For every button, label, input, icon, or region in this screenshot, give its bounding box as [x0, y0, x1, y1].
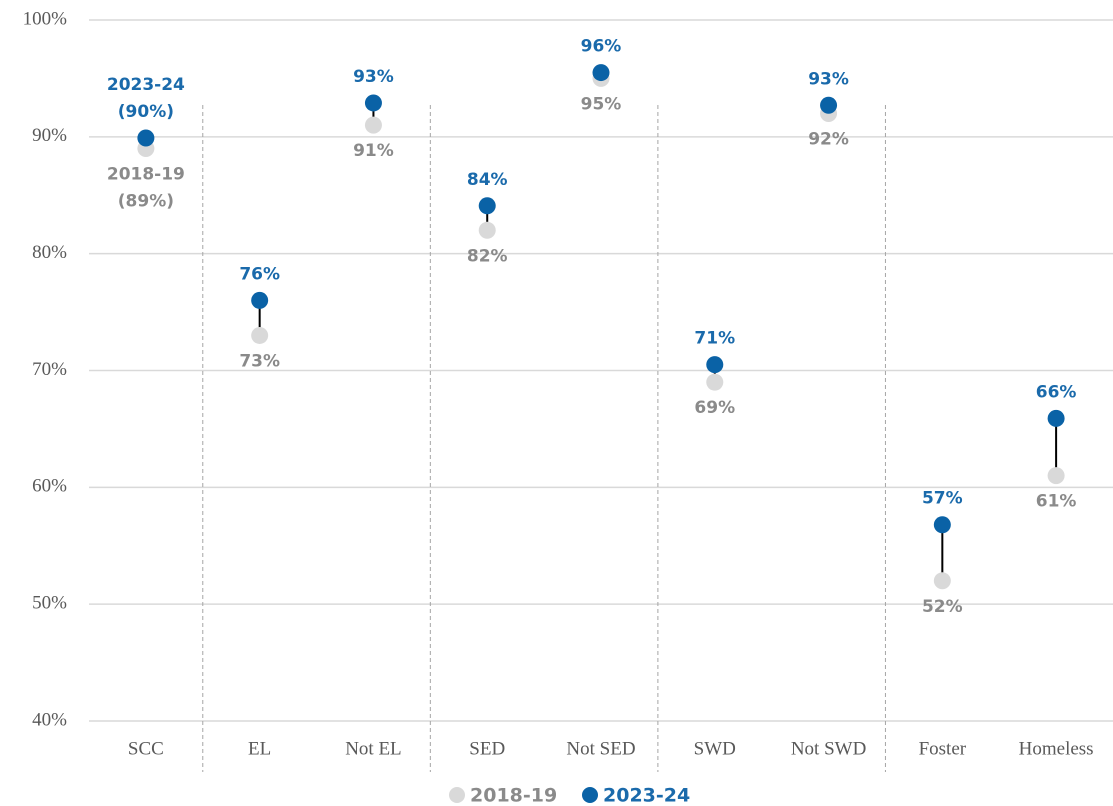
dot — [933, 572, 951, 590]
dot — [933, 516, 951, 534]
x-tick-label: Not SED — [566, 738, 635, 759]
data-label: 2018-19 (89%) — [107, 165, 185, 212]
dot — [478, 197, 496, 215]
data-label: 71% — [694, 329, 735, 349]
x-tick-label: Homeless — [1019, 738, 1094, 759]
data-label: 61% — [1036, 492, 1077, 512]
y-tick-label: 50% — [32, 593, 67, 614]
dot — [820, 96, 838, 114]
y-tick-label: 60% — [32, 476, 67, 497]
x-tick-label: SED — [469, 738, 505, 759]
data-label: 92% — [808, 129, 849, 149]
x-tick-label: EL — [248, 738, 271, 759]
dot — [706, 373, 724, 391]
y-tick-label: 70% — [32, 359, 67, 380]
data-label: 57% — [922, 489, 963, 509]
data-label: 82% — [467, 246, 508, 266]
dot — [137, 129, 155, 147]
data-label: 73% — [239, 351, 280, 371]
y-tick-label: 40% — [32, 709, 67, 730]
y-tick-label: 100% — [23, 8, 68, 29]
data-label: 93% — [808, 69, 849, 89]
legend-marker — [449, 787, 465, 803]
data-label: 84% — [467, 170, 508, 190]
data-label: 69% — [694, 398, 735, 418]
dot — [706, 356, 724, 374]
x-tick-label: SWD — [694, 738, 736, 759]
data-label: 93% — [353, 67, 394, 87]
data-label: 95% — [581, 94, 622, 114]
data-label: 66% — [1036, 382, 1077, 402]
legend-label: 2018-19 — [470, 785, 557, 806]
data-label: 91% — [353, 141, 394, 161]
dot — [478, 221, 496, 239]
dot — [251, 291, 269, 309]
data-label: 52% — [922, 597, 963, 617]
dot — [364, 116, 382, 134]
dot — [364, 94, 382, 112]
x-tick-label: Not SWD — [791, 738, 866, 759]
legend-label: 2023-24 — [603, 785, 690, 806]
dot — [592, 64, 610, 82]
data-label: 96% — [581, 37, 622, 57]
x-tick-label: Not EL — [345, 738, 401, 759]
y-tick-label: 80% — [32, 242, 67, 263]
legend-marker — [582, 787, 598, 803]
data-label: 2023-24 (90%) — [107, 75, 185, 122]
dot — [1047, 467, 1065, 485]
dot — [251, 326, 269, 344]
x-tick-label: Foster — [919, 738, 967, 759]
x-tick-label: SCC — [128, 738, 164, 759]
dot — [1047, 409, 1065, 427]
y-tick-label: 90% — [32, 125, 67, 146]
data-label: 76% — [239, 264, 280, 284]
